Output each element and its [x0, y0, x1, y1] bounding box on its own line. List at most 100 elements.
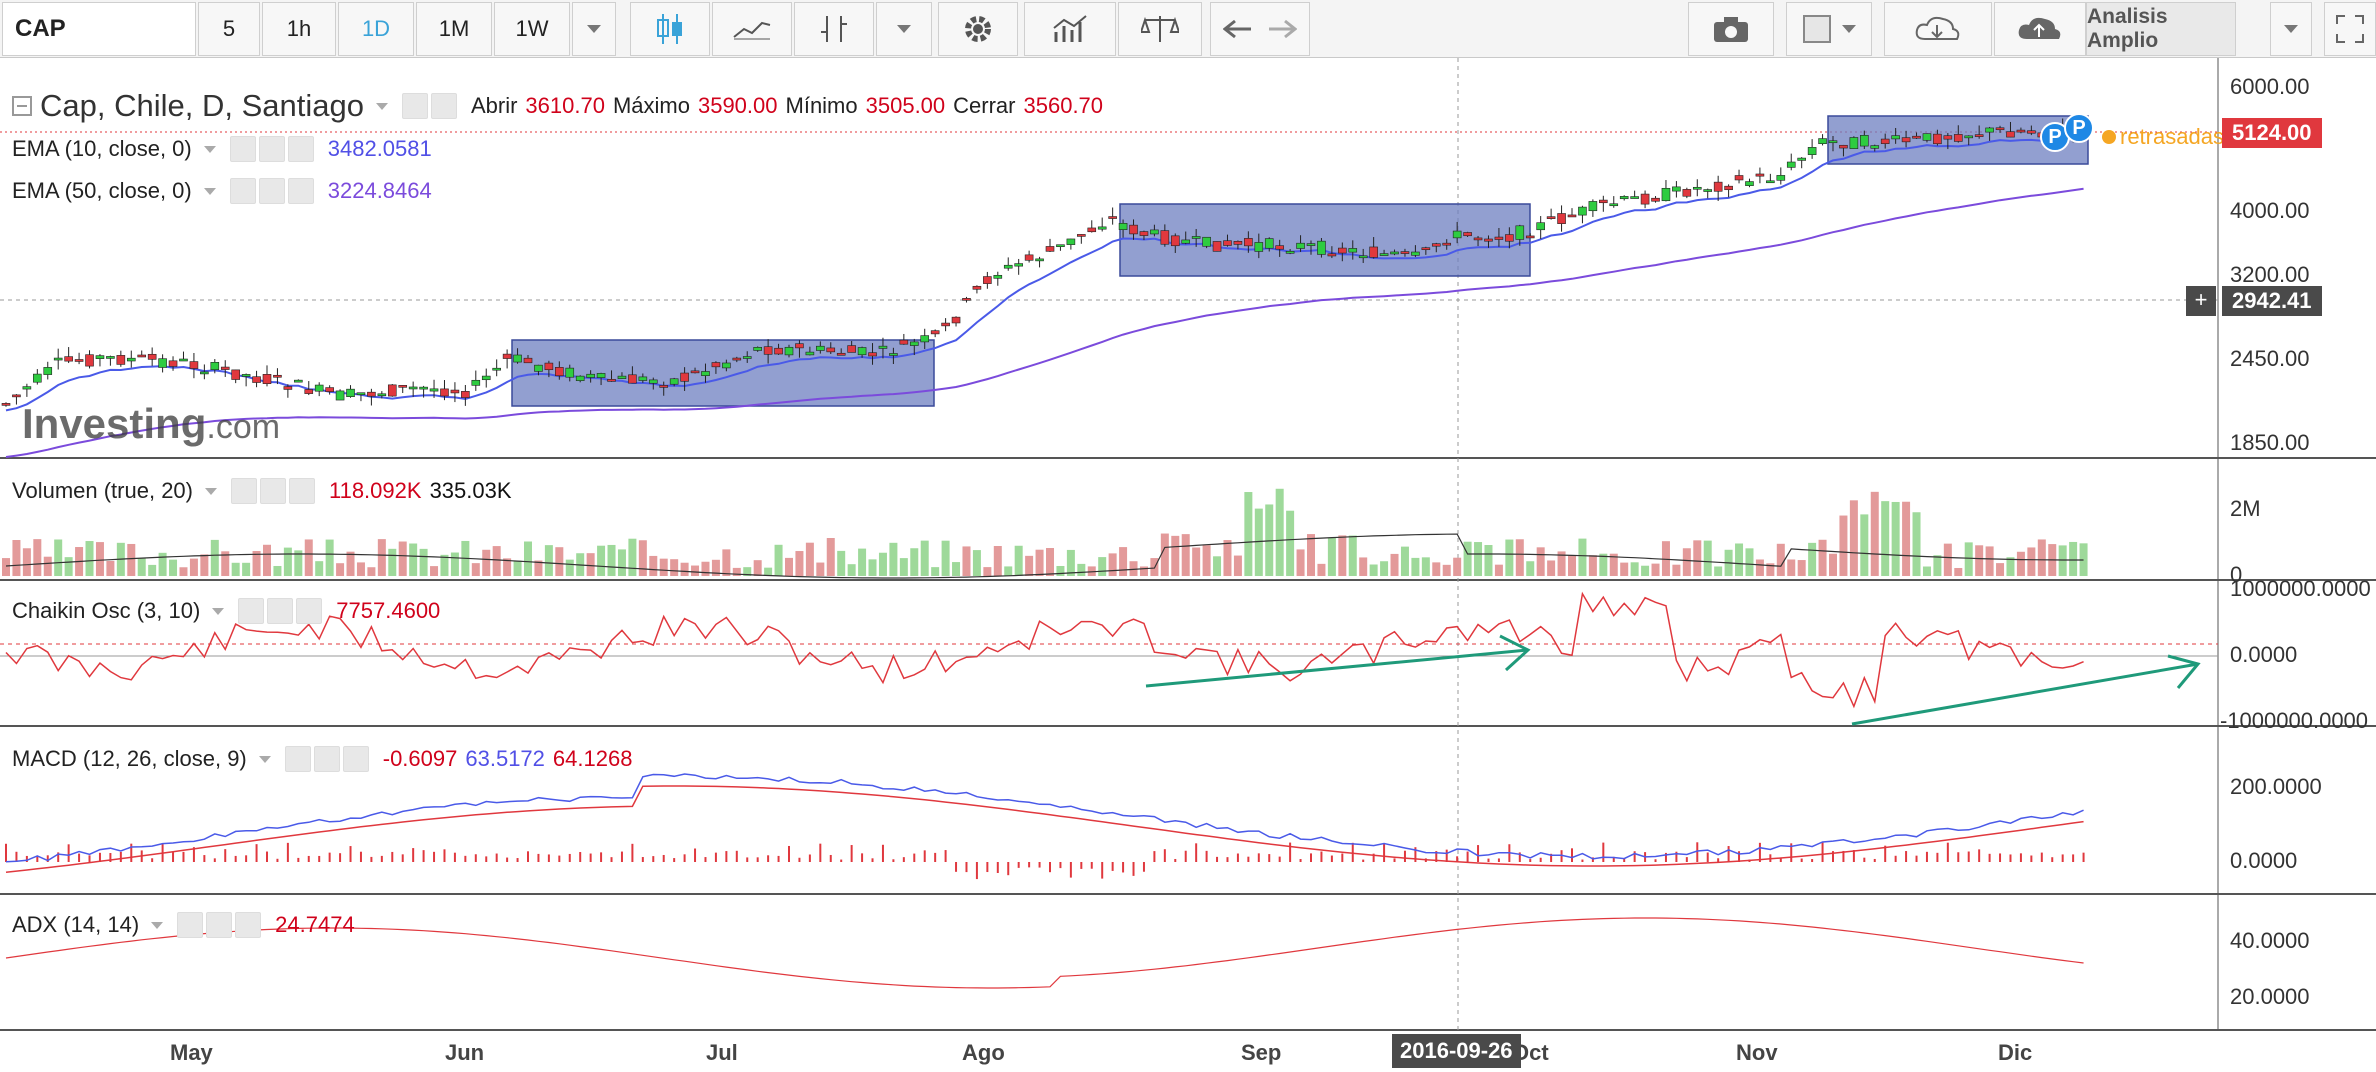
chaikin-controls[interactable] [238, 598, 323, 624]
chevron-down-icon[interactable] [258, 755, 271, 763]
candle-body [575, 375, 585, 381]
adx-label: ADX (14, 14) [12, 912, 140, 937]
realtime-badge[interactable]: P [2064, 113, 2094, 143]
high-value: 3590.00 [697, 93, 778, 118]
candles-button[interactable] [630, 2, 710, 56]
bars-button[interactable] [794, 2, 874, 56]
chaikin-axis-label: -1000000.0000 [2220, 708, 2369, 733]
interval-5[interactable]: 5 [198, 2, 260, 56]
chevron-down-icon[interactable] [212, 607, 225, 615]
candle-body [158, 358, 167, 368]
chevron-down-icon[interactable] [203, 145, 216, 153]
eye-icon [229, 178, 256, 204]
candle-body [1223, 240, 1232, 246]
chart-type-dropdown[interactable] [876, 2, 932, 56]
analysis-button[interactable]: Analisis Amplio [2086, 2, 2236, 56]
volume-bar [1327, 537, 1336, 576]
load-chart-button[interactable] [1884, 2, 1992, 56]
candle-body [1536, 222, 1545, 231]
candle-body [816, 345, 825, 351]
chart-canvas[interactable] [0, 58, 2376, 1072]
candle-body [450, 389, 460, 394]
volume-bar [513, 560, 522, 576]
candle-body [1338, 247, 1347, 254]
chevron-down-icon [2284, 25, 2298, 33]
candle-body [168, 360, 178, 367]
volume-bar [336, 563, 345, 576]
interval-1w[interactable]: 1W [494, 2, 570, 56]
analysis-dropdown[interactable] [2270, 2, 2312, 56]
settings-button[interactable] [938, 2, 1018, 56]
volume-bar [680, 562, 689, 576]
candle-body [774, 347, 783, 355]
volume-bar [1442, 564, 1451, 576]
chaikin-legend: Chaikin Osc (3, 10) 7757.4600 [12, 598, 440, 624]
candle-body [1880, 138, 1890, 144]
candle-body [972, 285, 982, 290]
volume-bar [952, 562, 961, 576]
candle-body [189, 361, 199, 369]
trend-arrow-head [2167, 654, 2201, 689]
trend-arrow [1851, 662, 2199, 726]
save-chart-button[interactable] [1994, 2, 2086, 56]
chevron-down-icon[interactable] [203, 187, 216, 195]
chart-area[interactable]: Cap, Chile, D, Santiago Abrir 3610.70 Má… [0, 58, 2376, 1072]
ema50-controls[interactable] [229, 178, 314, 204]
interval-dropdown[interactable] [572, 2, 616, 56]
chevron-down-icon[interactable] [151, 921, 164, 929]
volume-bar [95, 542, 104, 576]
undo-icon[interactable] [1223, 17, 1253, 41]
candle-body [1870, 145, 1880, 149]
volume-axis-label: 2M [2230, 496, 2261, 521]
adx-axis-label: 40.0000 [2230, 928, 2310, 953]
candle-body [1296, 242, 1305, 249]
line-chart-button[interactable] [712, 2, 792, 56]
legend-controls[interactable] [401, 93, 457, 119]
candle-body [241, 374, 251, 377]
interval-1h[interactable]: 1h [262, 2, 336, 56]
ema10-controls[interactable] [229, 136, 314, 162]
symbol-search-input[interactable]: CAP [2, 2, 196, 56]
interval-1m[interactable]: 1M [416, 2, 492, 56]
add-alert-icon[interactable]: + [2186, 286, 2216, 316]
indicators-button[interactable] [1024, 2, 1116, 56]
candle-body [909, 341, 919, 346]
color-button[interactable] [1786, 2, 1872, 56]
volume-bar [1547, 560, 1556, 576]
volume-bar [659, 558, 668, 576]
volume-bar [1661, 541, 1670, 576]
candle-body [1254, 242, 1264, 252]
adx-controls[interactable] [177, 912, 262, 938]
volume-bar [1275, 488, 1284, 576]
candle-body [1755, 173, 1765, 177]
candle-body [899, 339, 909, 345]
ema10-label: EMA (10, close, 0) [12, 136, 192, 161]
candle-body [1985, 127, 1994, 133]
volume-bar [2016, 551, 2025, 576]
candle-body [262, 374, 272, 384]
candle-body [106, 356, 115, 359]
volume-bar [179, 567, 188, 576]
candle-body [1379, 253, 1389, 256]
compare-button[interactable] [1118, 2, 1202, 56]
close-value: 3560.70 [1023, 93, 1104, 118]
macd-controls[interactable] [284, 746, 369, 772]
volume-bar [628, 538, 637, 576]
volume-bar [1244, 492, 1253, 576]
candle-body [1557, 213, 1566, 224]
candle-body [398, 385, 408, 388]
redo-icon[interactable] [1267, 17, 1297, 41]
volume-bar [722, 549, 731, 576]
candle-body [1, 403, 11, 406]
candle-body [534, 364, 543, 372]
volume-bar [1463, 541, 1472, 576]
interval-1d[interactable]: 1D [338, 2, 414, 56]
volume-controls[interactable] [230, 478, 315, 504]
snapshot-button[interactable] [1688, 2, 1774, 56]
chevron-down-icon[interactable] [204, 487, 217, 495]
volume-bar [1818, 539, 1827, 576]
chevron-down-icon[interactable] [375, 102, 388, 110]
fullscreen-button[interactable] [2324, 2, 2376, 56]
candle-body [1964, 135, 1974, 139]
collapse-icon[interactable] [12, 96, 32, 116]
